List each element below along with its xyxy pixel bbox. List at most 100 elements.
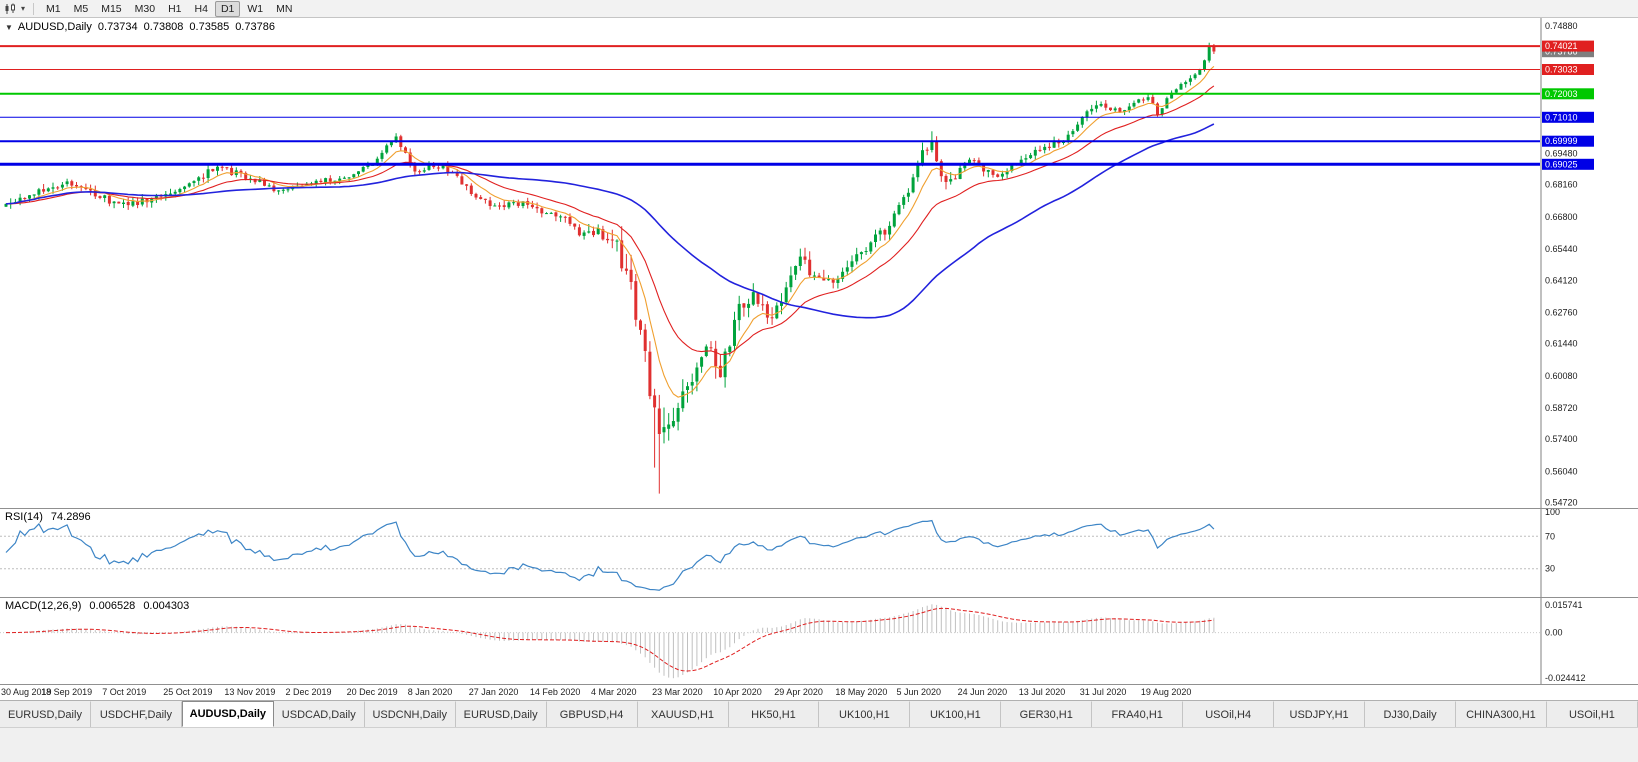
date-tick-label: 23 Mar 2020 <box>652 687 703 697</box>
date-tick-label: 19 Aug 2020 <box>1140 687 1192 697</box>
timeframe-buttons: M1 M5 M15 M30 H1 H4 D1 W1 MN <box>40 0 298 17</box>
tf-button-M30[interactable]: M30 <box>134 2 156 15</box>
main-chart-panel: 0.74880 0.69480 0.68160 0.66800 0.65440 0.641… <box>0 18 1638 508</box>
ma-line-ema21 <box>5 85 1215 356</box>
rsi-panel: 100 70 30 RSI(14) 74.2896 <box>0 508 1638 597</box>
svg-text:0.65440: 0.65440 <box>1545 244 1578 254</box>
chart-tab-usdchf-daily[interactable]: USDCHF,Daily <box>90 701 182 727</box>
date-tick-label: 13 Nov 2019 <box>224 687 276 697</box>
svg-text:0.73786: 0.73786 <box>1545 47 1578 57</box>
candles-layer <box>4 42 1216 494</box>
dropdown-arrow-icon[interactable]: ▾ <box>21 4 26 13</box>
date-tick-label: 2 Dec 2019 <box>285 687 332 697</box>
svg-text:0.61440: 0.61440 <box>1545 339 1578 349</box>
svg-text:0.68160: 0.68160 <box>1545 180 1578 190</box>
chart-tab-usoil-h4[interactable]: USOil,H4 <box>1183 701 1275 727</box>
tf-button-D1[interactable]: D1 <box>214 0 241 17</box>
date-tick-label: 18 May 2020 <box>835 687 888 697</box>
date-tick-label: 20 Dec 2019 <box>346 687 398 697</box>
svg-text:0.66800: 0.66800 <box>1545 212 1578 222</box>
chart-tab-usdjpy-h1[interactable]: USDJPY,H1 <box>1274 701 1366 727</box>
date-tick-label: 5 Jun 2020 <box>896 687 942 697</box>
macd-signal-line <box>6 607 1214 672</box>
svg-text:70: 70 <box>1545 531 1555 541</box>
toolbar-separator <box>33 2 35 15</box>
svg-text:0.54720: 0.54720 <box>1545 498 1578 508</box>
svg-text:30: 30 <box>1545 564 1555 574</box>
tf-button-M15[interactable]: M15 <box>101 2 122 15</box>
hline-price-badge <box>1542 135 1594 147</box>
tf-button-H1[interactable]: H1 <box>168 2 182 15</box>
svg-text:0.62760: 0.62760 <box>1545 307 1578 317</box>
tf-button-W1[interactable]: W1 <box>247 2 264 15</box>
svg-text:0.00: 0.00 <box>1545 628 1563 638</box>
hline-price-badge <box>1542 111 1594 123</box>
hline-price-badge <box>1542 64 1594 75</box>
chart-tab-fra40-h1[interactable]: FRA40,H1 <box>1092 701 1184 727</box>
chart-tabbar: EURUSD,Daily USDCHF,Daily AUDUSD,Daily USDC… <box>0 700 1638 727</box>
svg-text:0.71010: 0.71010 <box>1545 112 1578 122</box>
tf-button-H4[interactable]: H4 <box>194 2 208 15</box>
chart-tab-eurusd-daily[interactable]: EURUSD,Daily <box>0 701 91 727</box>
date-tick-label: 10 Apr 2020 <box>713 687 762 697</box>
date-tick-label: 25 Oct 2019 <box>163 687 213 697</box>
chart-type-icon[interactable] <box>4 3 18 15</box>
date-tick-label: 27 Jan 2020 <box>468 687 519 697</box>
main-chart-canvas[interactable]: 0.74880 0.69480 0.68160 0.66800 0.65440 0.641… <box>0 18 1638 508</box>
svg-text:0.72003: 0.72003 <box>1545 89 1578 99</box>
macd-panel: 0.015741 0.00 -0.024412 MACD(12,26,9) 0.00… <box>0 597 1638 684</box>
svg-text:100: 100 <box>1545 509 1560 517</box>
date-tick-label: 8 Jan 2020 <box>407 687 453 697</box>
rsi-line <box>5 519 1215 591</box>
chart-tab-audusd-daily[interactable]: AUDUSD,Daily <box>181 701 274 727</box>
tf-button-M1[interactable]: M1 <box>46 2 61 15</box>
svg-text:0.73033: 0.73033 <box>1545 65 1578 75</box>
ma-line-sma55 <box>5 123 1215 319</box>
chart-tab-usdcnh-daily[interactable]: USDCNH,Daily <box>364 701 456 727</box>
svg-text:0.74880: 0.74880 <box>1545 21 1578 31</box>
tf-button-M5[interactable]: M5 <box>73 2 89 15</box>
chart-tab-hk50-h1[interactable]: HK50,H1 <box>728 701 820 727</box>
toolbar: ▾ M1 M5 M15 M30 H1 H4 D1 W1 MN <box>0 0 1638 18</box>
tf-button-MN[interactable]: MN <box>276 2 293 15</box>
hline-price-badge <box>1542 88 1594 100</box>
ma-line-ema8 <box>5 65 1215 398</box>
svg-text:0.57400: 0.57400 <box>1545 434 1578 444</box>
chart-tab-ger30-h1[interactable]: GER30,H1 <box>1001 701 1093 727</box>
hline-price-badge <box>1542 158 1594 170</box>
chart-tab-usoil-h1[interactable]: USOil,H1 <box>1546 701 1638 727</box>
chart-tab-dj30-daily[interactable]: DJ30,Daily <box>1365 701 1456 727</box>
date-tick-label: 29 Apr 2020 <box>774 687 823 697</box>
chart-tab-uk100-h1[interactable]: UK100,H1 <box>819 701 911 727</box>
svg-text:-0.024412: -0.024412 <box>1545 673 1586 683</box>
chart-tab-eurusd-daily[interactable]: EURUSD,Daily <box>455 701 547 727</box>
svg-text:0.64120: 0.64120 <box>1545 275 1578 285</box>
date-axis[interactable]: 30 Aug 2019 18 Sep 2019 7 Oct 2019 25 Oct 2… <box>0 684 1638 700</box>
date-tick-label: 7 Oct 2019 <box>102 687 147 697</box>
price-axis[interactable]: 0.74880 0.69480 0.68160 0.66800 0.65440 0.641… <box>1540 18 1594 508</box>
current-price-badge <box>1542 46 1594 58</box>
svg-text:0.69480: 0.69480 <box>1545 149 1578 159</box>
svg-text:0.60080: 0.60080 <box>1545 371 1578 381</box>
chart-tab-china300-h1[interactable]: CHINA300,H1 <box>1456 701 1547 727</box>
date-tick-label: 13 Jul 2020 <box>1018 687 1066 697</box>
date-tick-label: 14 Feb 2020 <box>529 687 581 697</box>
date-tick-label: 31 Jul 2020 <box>1079 687 1127 697</box>
date-tick-label: 4 Mar 2020 <box>591 687 637 697</box>
chart-tab-uk100-h1[interactable]: UK100,H1 <box>910 701 1002 727</box>
svg-text:0.58720: 0.58720 <box>1545 403 1578 413</box>
date-tick-label: 30 Aug 2019 <box>1 687 52 697</box>
date-tick-label: 18 Sep 2019 <box>41 687 93 697</box>
macd-canvas[interactable]: 0.015741 0.00 -0.024412 <box>0 598 1638 684</box>
svg-text:0.56040: 0.56040 <box>1545 466 1578 476</box>
svg-text:0.69999: 0.69999 <box>1545 136 1578 146</box>
chart-tab-xauusd-h1[interactable]: XAUUSD,H1 <box>637 701 729 727</box>
chart-tab-usdcad-daily[interactable]: USDCAD,Daily <box>273 701 365 727</box>
svg-text:0.74021: 0.74021 <box>1545 41 1578 51</box>
chart-tab-gbpusd-h4[interactable]: GBPUSD,H4 <box>546 701 638 727</box>
rsi-canvas[interactable]: 100 70 30 <box>0 509 1638 597</box>
svg-text:0.69025: 0.69025 <box>1545 159 1578 169</box>
status-bar <box>0 727 1638 762</box>
date-tick-label: 24 Jun 2020 <box>957 687 1008 697</box>
